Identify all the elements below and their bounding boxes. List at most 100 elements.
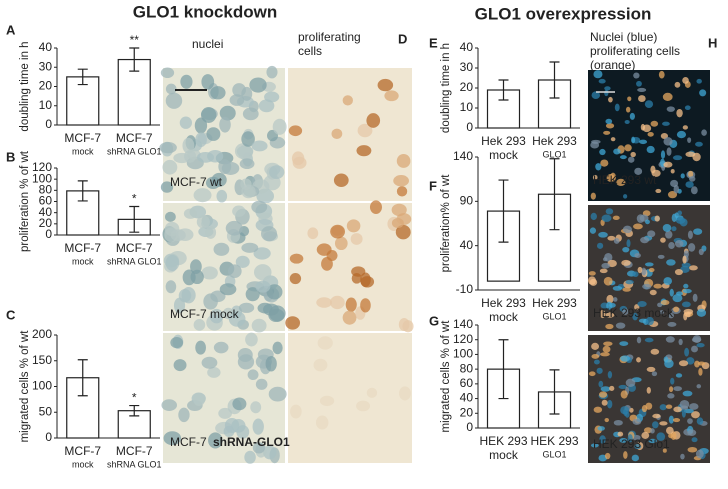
cell — [307, 227, 319, 240]
cell — [589, 227, 597, 234]
cell — [330, 224, 345, 239]
y-tick-label: -10 — [456, 282, 474, 296]
image-label: MCF-7 wt — [170, 175, 223, 189]
cell — [593, 70, 603, 79]
cell — [622, 287, 632, 292]
cell — [684, 347, 690, 357]
cell — [622, 308, 629, 315]
error-bar — [129, 205, 140, 233]
cell — [687, 137, 692, 143]
cell — [319, 395, 335, 407]
cell — [241, 131, 255, 147]
x-tick-label: MCF-7 — [116, 131, 153, 145]
cell — [285, 316, 301, 330]
cell — [676, 130, 687, 139]
cell — [195, 132, 207, 148]
cell — [396, 154, 411, 168]
cell — [316, 297, 332, 308]
cell — [608, 96, 613, 103]
cell — [696, 417, 704, 425]
y-tick-label: 40 — [460, 391, 474, 405]
cell — [648, 438, 657, 444]
cell — [690, 186, 698, 195]
x-tick-sublabel: mock — [72, 146, 94, 156]
cell — [360, 298, 371, 313]
cell — [251, 318, 267, 333]
cell — [637, 301, 647, 307]
cell — [613, 148, 621, 155]
cell — [620, 390, 628, 399]
cell — [645, 219, 650, 225]
cell — [603, 130, 611, 135]
y-tick-label: 120 — [453, 332, 473, 346]
cell — [604, 253, 613, 262]
y-tick-label: 150 — [32, 353, 52, 367]
cell — [668, 241, 675, 250]
cell — [601, 399, 608, 406]
cell — [219, 105, 236, 121]
cell — [605, 323, 614, 330]
cell — [391, 218, 404, 229]
cell — [224, 417, 240, 434]
cell — [604, 417, 610, 423]
cell — [646, 366, 656, 372]
cell — [614, 103, 620, 112]
cell — [641, 431, 650, 439]
cell — [201, 107, 217, 123]
cell — [598, 231, 608, 238]
cell — [160, 181, 174, 193]
cell — [688, 243, 696, 252]
cell — [680, 405, 689, 411]
cell — [671, 226, 677, 232]
cell — [272, 341, 283, 355]
x-tick-sublabel: mock — [72, 256, 94, 266]
cell — [662, 448, 667, 453]
cell — [649, 289, 657, 296]
cell — [205, 176, 221, 189]
cell — [606, 301, 613, 310]
cell — [213, 341, 229, 354]
cell — [244, 450, 256, 464]
cell — [683, 408, 694, 414]
cell — [366, 387, 378, 398]
cell — [625, 279, 634, 285]
cell — [640, 236, 650, 244]
cell — [652, 413, 661, 419]
cell — [666, 426, 674, 435]
cell — [589, 278, 598, 286]
cell — [600, 352, 610, 357]
cell — [234, 143, 251, 159]
x-tick-sublabel: shRNA GLO1 — [107, 256, 162, 266]
cell — [624, 144, 632, 152]
cell — [673, 184, 680, 194]
cell — [622, 246, 630, 253]
cell — [680, 453, 685, 460]
cell — [604, 452, 611, 460]
y-tick-label: 0 — [466, 120, 473, 134]
cell — [692, 335, 702, 343]
cell — [289, 272, 302, 285]
cell — [644, 262, 654, 267]
cell — [255, 280, 271, 293]
cell — [687, 230, 693, 240]
cell — [693, 228, 703, 235]
cell — [638, 95, 646, 102]
cell — [638, 318, 648, 323]
cell — [625, 378, 636, 387]
error-bar — [498, 79, 509, 101]
cell — [687, 418, 693, 424]
cell — [659, 404, 667, 411]
cell — [675, 373, 683, 378]
error-bar — [77, 359, 88, 397]
cell — [641, 405, 648, 413]
heading: GLO1 knockdown — [133, 2, 278, 21]
cell — [600, 159, 609, 167]
cell — [627, 156, 635, 163]
cell — [599, 391, 608, 398]
cell — [164, 227, 179, 243]
x-tick-sublabel: GLO1 — [542, 149, 566, 159]
